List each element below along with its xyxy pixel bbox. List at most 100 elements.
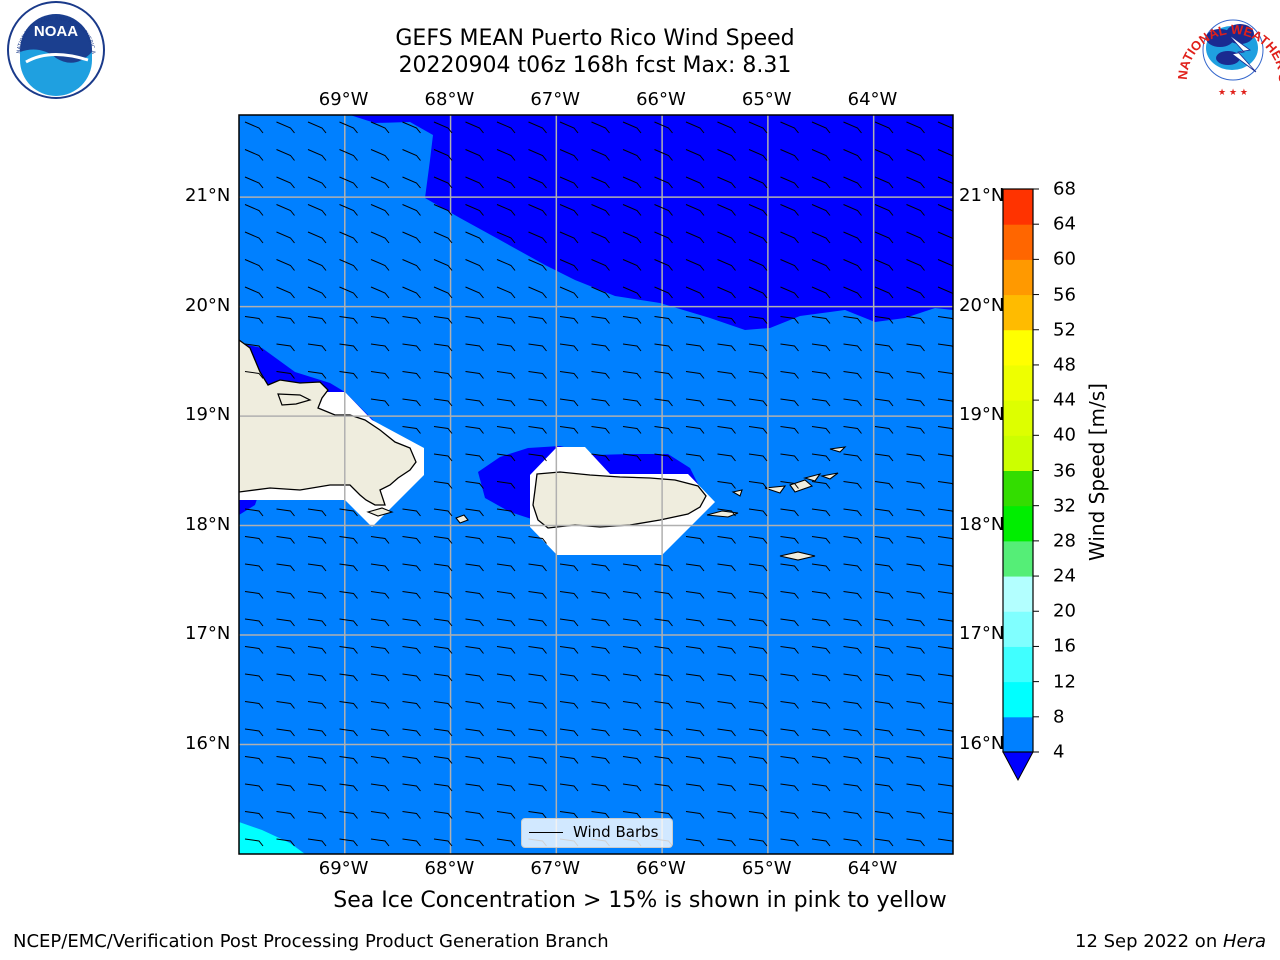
- wind-barb: [591, 756, 610, 764]
- wind-barb: [433, 811, 453, 819]
- wind-barb: [465, 453, 484, 462]
- colorbar-tick-label: 4: [1053, 741, 1065, 763]
- wind-barb: [465, 618, 484, 627]
- wind-barb: [717, 838, 736, 847]
- lon-tick-label-bottom: 65°W: [741, 858, 792, 879]
- colorbar-bin: [1003, 576, 1033, 612]
- wind-barb: [528, 701, 547, 709]
- wind-barb: [276, 149, 295, 161]
- wind-barb: [465, 838, 484, 847]
- wind-barb: [906, 646, 925, 654]
- wind-barb: [276, 701, 295, 709]
- wind-barb: [906, 508, 925, 517]
- wind-barb: [811, 481, 831, 489]
- wind-barb: [528, 176, 547, 189]
- wind-barb: [433, 673, 453, 682]
- lon-tick-label-top: 65°W: [741, 89, 792, 110]
- lon-tick-label-bottom: 68°W: [424, 858, 475, 879]
- wind-barb: [874, 563, 894, 572]
- wind-barb: [717, 316, 736, 324]
- wind-barb: [339, 371, 358, 379]
- wind-barb: [937, 176, 953, 186]
- wind-barb: [780, 204, 799, 216]
- wind-barb: [937, 259, 953, 268]
- wind-barb: [811, 121, 831, 134]
- wind-barb: [654, 204, 673, 216]
- wind-barb: [433, 838, 453, 847]
- lat-tick-label-right: 17°N: [959, 623, 1005, 645]
- wind-barb: [559, 204, 579, 216]
- wind-barb: [528, 811, 547, 819]
- wind-barb: [654, 426, 673, 434]
- land-hispaniola: [239, 339, 417, 506]
- wind-barb: [591, 316, 610, 324]
- wind-barb: [276, 591, 295, 599]
- wind-barb: [433, 426, 453, 434]
- wind-barb: [370, 673, 390, 682]
- wind-barb: [433, 508, 453, 517]
- wind-barb: [685, 728, 705, 737]
- land-saona: [366, 507, 394, 517]
- colorbar-bin: [1003, 505, 1033, 542]
- wind-barb: [654, 149, 673, 161]
- wind-barb: [874, 371, 894, 379]
- lon-tick-label-top: 66°W: [636, 89, 686, 110]
- wind-barb: [339, 259, 358, 271]
- wind-barb: [843, 536, 862, 544]
- wind-barb: [843, 453, 862, 462]
- wind-barb: [874, 149, 894, 161]
- wind-barb: [433, 618, 453, 627]
- wind-barb: [307, 673, 327, 682]
- wind-barb: [906, 316, 925, 324]
- wind-barb: [244, 231, 264, 244]
- wind-barb: [276, 259, 295, 271]
- wind-barb: [307, 204, 327, 216]
- legend-line-swatch: [529, 832, 563, 833]
- wind-barb: [937, 563, 953, 569]
- footer-branch: NCEP/EMC/Verification Post Processing Pr…: [13, 931, 609, 952]
- wind-barb: [654, 618, 673, 627]
- wind-barb: [307, 121, 327, 134]
- colorbar-tick-label: 8: [1053, 706, 1065, 728]
- wind-barb: [874, 426, 894, 434]
- wind-barb: [843, 591, 862, 599]
- colorbar-tick-label: 56: [1053, 284, 1076, 306]
- wind-barb: [433, 701, 453, 709]
- wind-barb: [591, 646, 610, 654]
- wind-barb: [780, 398, 799, 407]
- wind-barb: [559, 149, 579, 161]
- wind-barb: [528, 231, 547, 244]
- wind-barb: [307, 591, 327, 599]
- wind-barb: [780, 811, 799, 819]
- wind-barb: [937, 453, 953, 459]
- wind-barb: [937, 316, 953, 321]
- lat-tick-label-right: 20°N: [959, 294, 1005, 316]
- wind-barb: [591, 426, 610, 434]
- noaa-logo-text: NOAA: [34, 23, 78, 40]
- wind-barb: [717, 371, 736, 379]
- wind-barb: [843, 701, 862, 709]
- wind-barb: [622, 259, 642, 271]
- wind-barb: [654, 371, 673, 379]
- wind-barb: [874, 536, 894, 544]
- wind-barb: [339, 316, 358, 324]
- wind-barb: [402, 149, 421, 161]
- wind-barb: [370, 646, 390, 654]
- chart-subtitle: 20220904 t06z 168h fcst Max: 8.31: [398, 53, 792, 78]
- wind-barb: [339, 286, 358, 299]
- wind-barb: [276, 316, 295, 324]
- wind-barb: [654, 286, 673, 299]
- colorbar-tick-label: 32: [1053, 495, 1076, 517]
- wind-barb: [654, 701, 673, 709]
- wind-barb: [717, 811, 736, 819]
- wind-barb: [622, 453, 642, 462]
- wind-barb: [811, 591, 831, 599]
- wind-barb: [937, 286, 953, 296]
- wind-barb: [496, 453, 516, 462]
- wind-barb: [843, 811, 862, 819]
- wind-barb: [465, 508, 484, 517]
- wind-barb: [811, 783, 831, 792]
- wind-barb: [843, 176, 862, 189]
- wind-barb: [748, 756, 768, 764]
- wind-barb: [780, 591, 799, 599]
